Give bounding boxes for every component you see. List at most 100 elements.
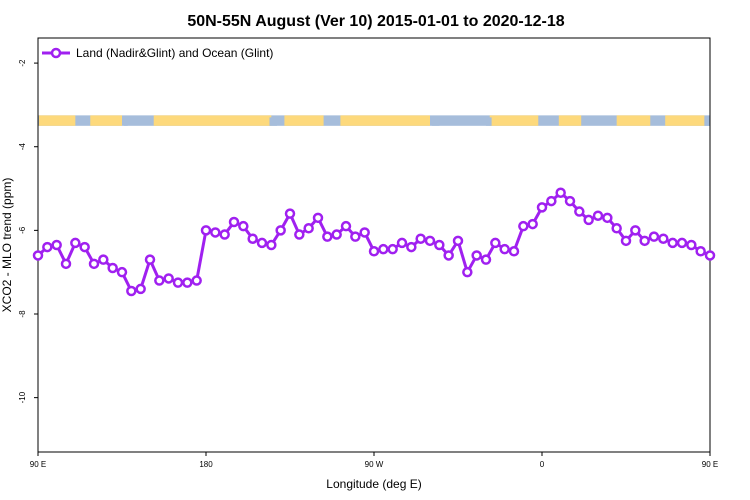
data-point [200, 225, 212, 236]
data-point [294, 229, 305, 240]
y-axis-label: XCO2 - MLO trend (ppm) [0, 178, 14, 313]
x-axis: 90 E 180 90 W 0 90 E [30, 452, 718, 469]
data-point [322, 231, 333, 242]
x-tick-label: 0 [540, 460, 545, 469]
strip-land [284, 115, 324, 126]
data-point [51, 239, 62, 251]
data-point [462, 266, 473, 278]
data-point [611, 223, 622, 234]
data-point [340, 220, 352, 232]
data-point [210, 227, 221, 238]
data-point [163, 273, 174, 284]
data-point [238, 220, 249, 232]
x-axis-label: Longitude (deg E) [326, 477, 421, 491]
data-point [70, 237, 81, 249]
data-point [359, 227, 370, 238]
data-point [574, 206, 585, 217]
data-point [406, 241, 417, 253]
data-point [480, 254, 492, 265]
data-point [490, 237, 501, 249]
data-point [116, 266, 128, 278]
data-point [630, 225, 641, 236]
data-point [648, 231, 660, 242]
data-point [555, 187, 566, 198]
data-point [658, 233, 669, 244]
y-axis: -2 -4 -6 -8 -10 [18, 59, 38, 403]
data-point [396, 237, 408, 249]
data-point [518, 220, 529, 232]
y-tick-label: -2 [18, 59, 27, 67]
data-point [312, 212, 324, 224]
strip-inlet [486, 117, 492, 126]
data-point [88, 258, 100, 270]
data-point [686, 239, 697, 251]
data-point [107, 262, 118, 274]
strip-land [153, 115, 272, 126]
data-point [172, 277, 184, 288]
plot-frame [37, 37, 711, 453]
data-point [331, 229, 342, 240]
data-point [471, 250, 482, 261]
data-point [32, 250, 44, 261]
data-point [667, 237, 678, 249]
data-point [424, 235, 436, 247]
series-line [36, 191, 711, 293]
data-point [182, 277, 193, 288]
data-point [144, 254, 156, 265]
data-point [536, 202, 548, 213]
data-point [126, 285, 137, 297]
strip-land [558, 115, 582, 126]
data-point [368, 246, 380, 257]
x-tick-label: 90 W [365, 460, 384, 469]
data-point [42, 241, 53, 253]
legend-marker [50, 47, 62, 59]
data-point [79, 241, 90, 253]
data-point [499, 243, 510, 255]
y-tick-label: -4 [18, 143, 27, 151]
data-point [415, 233, 426, 244]
data-point [219, 229, 230, 240]
series-layer [32, 187, 716, 297]
strip-land [340, 115, 430, 126]
data-point [228, 216, 240, 228]
y-tick-label: -6 [18, 226, 27, 234]
data-point [256, 237, 268, 249]
data-point [350, 231, 361, 242]
data-point [275, 225, 286, 236]
chart-title: 50N-55N August (Ver 10) 2015-01-01 to 20… [187, 13, 564, 30]
strip-land [38, 115, 76, 126]
data-point [247, 233, 258, 244]
data-point [602, 212, 613, 224]
data-point [508, 246, 520, 257]
data-point [60, 258, 72, 270]
data-point [191, 275, 202, 286]
data-point [135, 283, 146, 295]
strip-inlet [269, 117, 277, 126]
strip-inlet [431, 117, 440, 126]
strip-inlet [704, 117, 710, 126]
strip-land [665, 115, 705, 126]
legend-label: Land (Nadir&Glint) and Ocean (Glint) [76, 46, 273, 60]
land-ocean-strip [38, 115, 710, 126]
data-point [452, 235, 464, 247]
data-point [434, 239, 445, 251]
data-point [527, 218, 538, 230]
strip-land [90, 115, 122, 126]
x-tick-label: 90 E [30, 460, 46, 469]
y-tick-label: -8 [18, 310, 27, 318]
strip-land [616, 115, 651, 126]
data-point [98, 254, 109, 265]
data-point [443, 250, 454, 261]
data-point [303, 223, 314, 234]
data-point [695, 246, 706, 257]
x-tick-label: 180 [199, 460, 213, 469]
data-point [266, 239, 277, 251]
strip-inlet [123, 117, 128, 126]
x-tick-label: 90 E [702, 460, 718, 469]
strip-land [489, 115, 539, 126]
data-point [583, 214, 594, 226]
data-point [378, 243, 389, 255]
data-point [592, 210, 604, 221]
legend: Land (Nadir&Glint) and Ocean (Glint) [42, 46, 273, 60]
